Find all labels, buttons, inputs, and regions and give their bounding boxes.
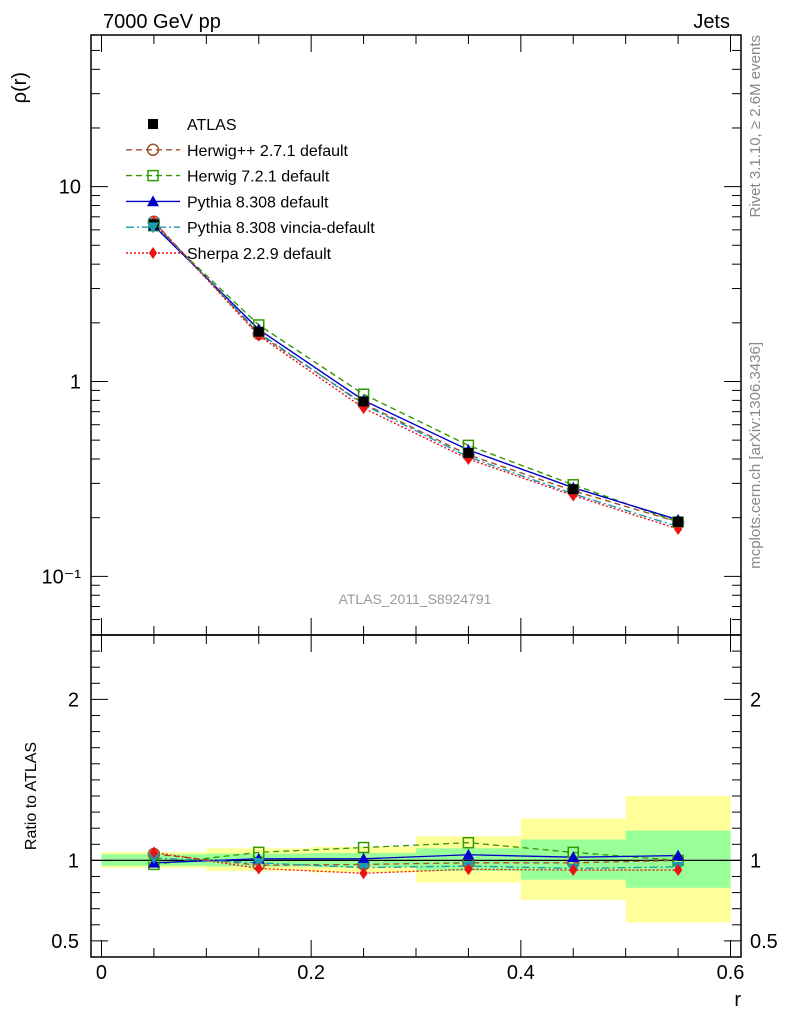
ratio-point-series-2-4 [567, 851, 580, 862]
legend-label-4: Pythia 8.308 vincia-default [187, 220, 375, 237]
main-ytick-label-2: 10 [59, 177, 81, 199]
main-series-markers [147, 215, 685, 535]
x-axis-label: r [734, 989, 741, 1011]
ratio-ytick-label-right-2: 2 [750, 689, 761, 711]
ratio-line-series-1 [153, 842, 679, 866]
main-line-series-2 [153, 225, 679, 523]
main-line-series-5 [153, 221, 679, 530]
main-point-series-0-5 [673, 517, 684, 528]
ratio-point-series-3-0 [147, 853, 160, 864]
main-point-series-0-4 [568, 484, 579, 495]
ratio-ytick-label-left-0: 0.5 [51, 931, 79, 953]
main-point-series-0-3 [463, 447, 474, 458]
ratio-y-axis-label: Ratio to ATLAS [23, 742, 40, 850]
ratio-line-series-2 [153, 854, 679, 864]
ratio-point-series-1-3 [462, 836, 475, 849]
ratio-ytick-label-left-1: 1 [68, 850, 79, 872]
ratio-point-series-4-4 [569, 864, 578, 877]
xtick-label-0: 0 [96, 962, 107, 984]
legend: ATLAS Herwig++ 2.7.1 default Herwig 7.2.1 … [126, 117, 375, 263]
main-line-series-1 [153, 221, 679, 523]
ratio-ytick-label-right-1: 1 [750, 850, 761, 872]
main-ytick-label-0: 10⁻¹ [42, 566, 82, 588]
ratio-ytick-label-left-2: 2 [68, 689, 79, 711]
ratio-line-series-4 [153, 851, 679, 874]
legend-marker-1 [146, 143, 160, 157]
main-ytick-label-1: 1 [70, 371, 81, 393]
ratio-line-series-3 [153, 857, 679, 870]
xtick-label-2: 0.4 [507, 962, 535, 984]
header-left: 7000 GeV pp [103, 11, 221, 33]
ratio-point-series-1-2 [357, 841, 370, 854]
legend-label-5: Sherpa 2.2.9 default [187, 246, 332, 263]
ratio-series-lines [91, 842, 741, 874]
rivet-version: Rivet 3.1.10, ≥ 2.6M events [747, 35, 764, 218]
header-right: Jets [693, 11, 730, 33]
main-y-axis-label: ρ(r) [9, 72, 31, 103]
legend-marker-2 [147, 169, 159, 182]
legend-label-0: ATLAS [187, 117, 237, 134]
watermark: ATLAS_2011_S8924791 [339, 591, 492, 607]
main-line-series-3 [153, 225, 679, 521]
ratio-point-series-4-5 [673, 864, 683, 877]
axis-ticks: 10⁻¹ 1 10 0.5 0.5 1 1 2 2 0 0.2 0.4 0.6 [42, 35, 778, 984]
main-series-lines [153, 221, 679, 530]
xtick-label-1: 0.2 [297, 962, 325, 984]
ratio-ytick-label-right-0: 0.5 [750, 931, 778, 953]
ratio-point-series-2-2 [357, 852, 370, 864]
main-point-series-0-1 [253, 326, 264, 337]
legend-label-2: Herwig 7.2.1 default [187, 169, 330, 186]
ratio-point-series-4-3 [464, 863, 473, 876]
ratio-point-series-4-0 [149, 846, 159, 859]
ratio-point-series-4-2 [359, 867, 368, 880]
ratio-line-series-0 [153, 853, 679, 866]
main-line-series-4 [153, 222, 679, 528]
legend-marker-4 [147, 222, 159, 234]
legend-label-1: Herwig++ 2.7.1 default [187, 143, 349, 160]
legend-marker-5 [148, 247, 158, 259]
mcplots-credit: mcplots.cern.ch [arXiv:1306.3436] [747, 342, 764, 569]
legend-label-3: Pythia 8.308 default [187, 194, 329, 211]
main-point-series-0-2 [358, 396, 369, 407]
ratio-point-series-4-1 [254, 862, 263, 875]
ratio-series-markers [147, 836, 685, 880]
ratio-band-green-3 [416, 848, 521, 871]
xtick-label-3: 0.6 [717, 962, 745, 984]
ratio-point-series-2-5 [672, 849, 685, 861]
legend-marker-3 [147, 195, 159, 207]
ratio-point-series-2-3 [462, 848, 475, 860]
legend-marker-0 [148, 119, 158, 129]
